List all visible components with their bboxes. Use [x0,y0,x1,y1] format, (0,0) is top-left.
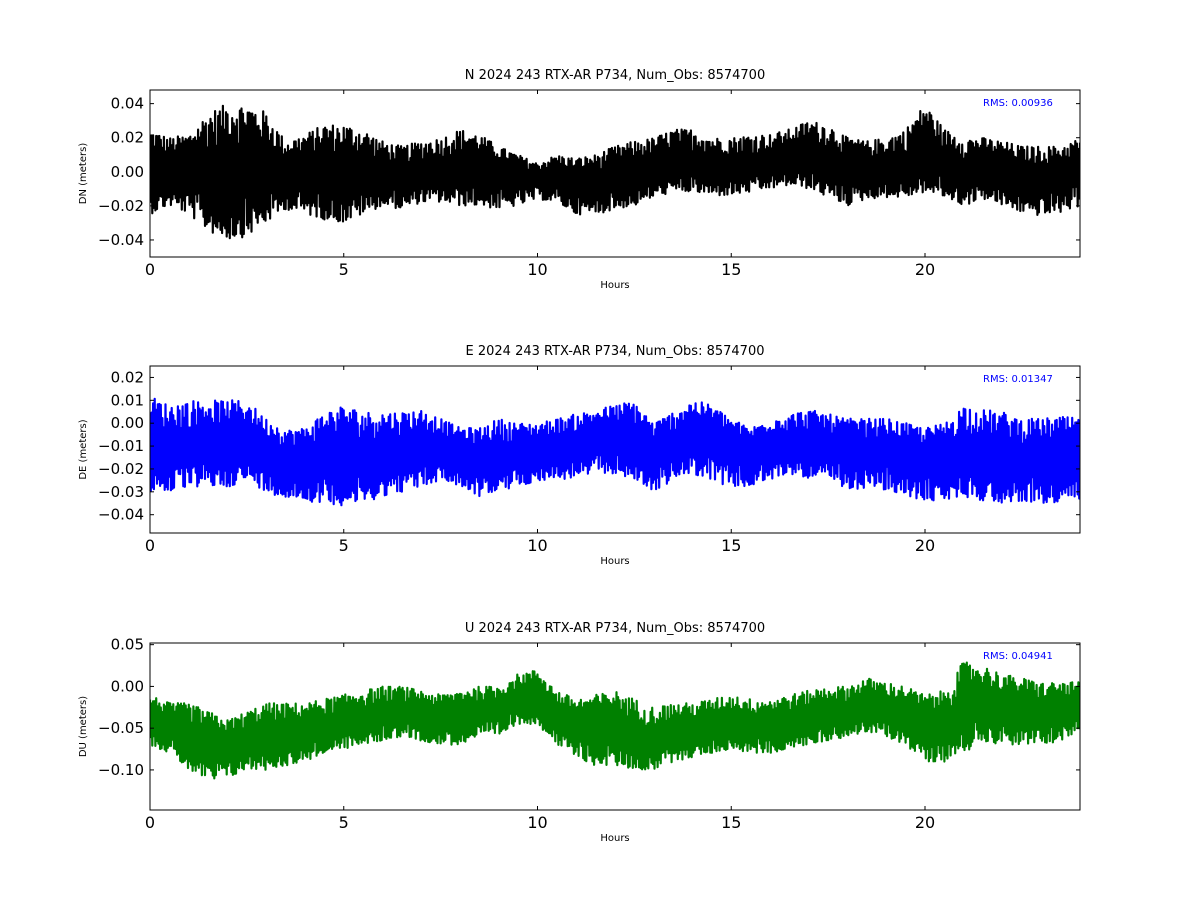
x-tick-label: 20 [915,813,935,832]
x-tick-label: 5 [339,260,349,279]
x-tick-label: 5 [339,813,349,832]
y-tick-label: 0.00 [111,414,144,432]
chart-title: N 2024 243 RTX-AR P734, Num_Obs: 8574700 [465,68,765,83]
panel-north: 0 5 10 15 20 −0.04 −0.02 0.00 0.02 0.04 N 2024 243… [78,68,1081,291]
y-axis-label: DN (meters) [78,143,89,205]
rms-annotation: RMS: 0.04941 [983,651,1053,662]
panel-up: 0 5 10 15 20 −0.10 −0.05 0.00 0.05 U 2024 243 RTX… [78,621,1081,844]
x-tick-label: 10 [527,536,547,555]
x-tick-label: 20 [915,536,935,555]
axes-frame [149,365,1081,534]
x-tick-label: 0 [145,260,155,279]
y-tick-label: −0.03 [98,483,144,501]
x-axis-label: Hours [600,280,629,291]
x-axis-label: Hours [600,833,629,844]
axes-frame [149,89,1081,258]
y-tick-label: 0.00 [111,677,144,695]
x-tick-label: 0 [145,813,155,832]
y-tick-label: −0.02 [98,460,144,478]
x-axis-label: Hours [600,556,629,567]
y-tick-label: −0.05 [98,719,144,737]
y-tick-label: 0.04 [111,95,144,113]
y-tick-label: −0.10 [98,761,144,779]
y-axis-label: DU (meters) [78,696,89,757]
rms-annotation: RMS: 0.00936 [983,98,1053,109]
x-tick-label: 0 [145,536,155,555]
y-tick-label: 0.00 [111,163,144,181]
x-tick-label: 10 [527,260,547,279]
data-series-east [150,397,1080,507]
y-tick-label: 0.01 [111,391,144,409]
y-tick-label: 0.02 [111,129,144,147]
panel-east: 0 5 10 15 20 −0.04 −0.03 −0.02 −0.01 0.00 0.01 0.02… [78,344,1081,567]
y-tick-label: 0.02 [111,368,144,386]
rms-annotation: RMS: 0.01347 [983,374,1053,385]
x-tick-label: 5 [339,536,349,555]
data-series-up [150,661,1080,780]
y-tick-label: −0.04 [98,506,144,524]
x-tick-label: 15 [721,260,741,279]
axes-frame [149,642,1081,811]
y-tick-label: −0.01 [98,437,144,455]
y-axis-label: DE (meters) [78,419,89,479]
x-tick-label: 20 [915,260,935,279]
chart-title: U 2024 243 RTX-AR P734, Num_Obs: 8574700 [465,621,765,636]
y-tick-label: −0.02 [98,197,144,215]
y-tick-label: −0.04 [98,231,144,249]
x-tick-label: 15 [721,813,741,832]
chart-title: E 2024 243 RTX-AR P734, Num_Obs: 8574700 [466,344,765,359]
y-tick-label: 0.05 [111,636,144,654]
data-series-north [150,104,1080,240]
x-tick-label: 15 [721,536,741,555]
x-tick-label: 10 [527,813,547,832]
